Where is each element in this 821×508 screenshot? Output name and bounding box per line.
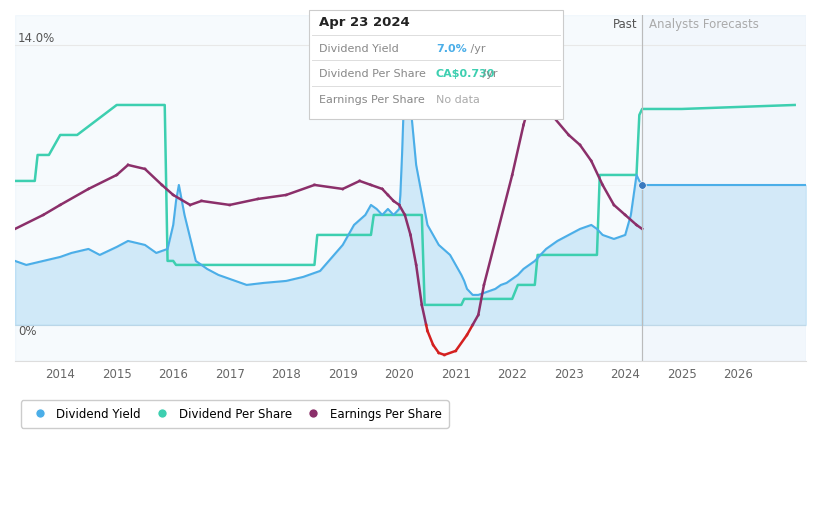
Text: Analysts Forecasts: Analysts Forecasts: [649, 18, 759, 31]
Text: 14.0%: 14.0%: [18, 32, 55, 45]
Text: 0%: 0%: [18, 325, 36, 338]
Text: 7.0%: 7.0%: [436, 44, 466, 54]
Legend: Dividend Yield, Dividend Per Share, Earnings Per Share: Dividend Yield, Dividend Per Share, Earn…: [21, 400, 448, 428]
Text: /yr: /yr: [467, 44, 486, 54]
Text: Apr 23 2024: Apr 23 2024: [319, 16, 410, 29]
Text: No data: No data: [436, 95, 479, 105]
Bar: [642, 15, 806, 361]
Text: CA$0.730: CA$0.730: [436, 69, 495, 79]
Text: Dividend Yield: Dividend Yield: [319, 44, 398, 54]
Text: /yr: /yr: [479, 69, 498, 79]
Text: Dividend Per Share: Dividend Per Share: [319, 69, 425, 79]
Bar: [15, 15, 642, 361]
Text: Earnings Per Share: Earnings Per Share: [319, 95, 424, 105]
Text: Past: Past: [613, 18, 638, 31]
